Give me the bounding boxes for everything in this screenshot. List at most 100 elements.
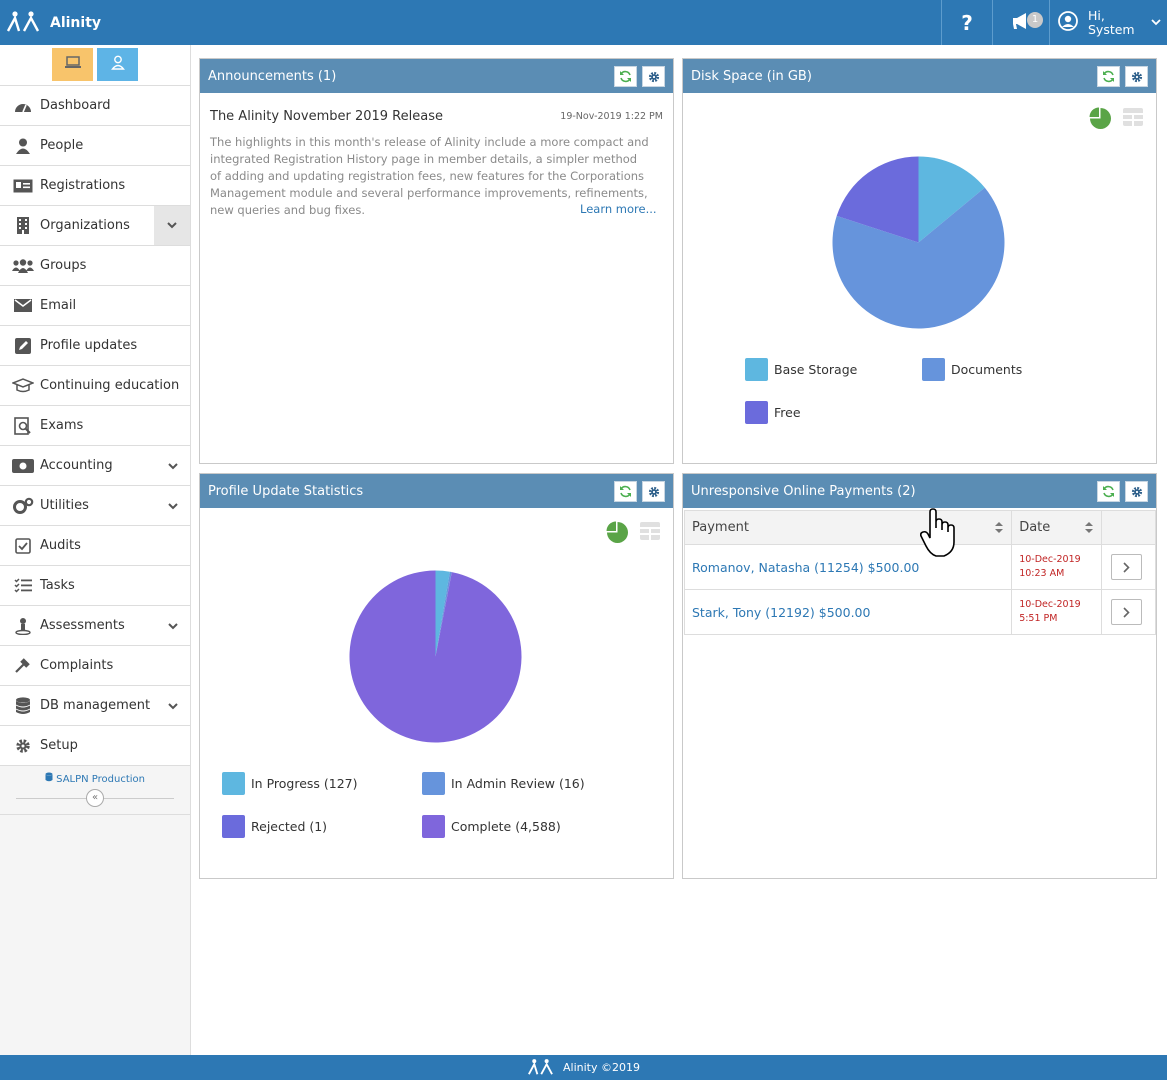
brand[interactable]: Alinity xyxy=(6,10,101,36)
chevron-down-icon[interactable] xyxy=(168,619,178,634)
settings-button[interactable] xyxy=(642,66,665,87)
time-line: 5:51 PM xyxy=(1019,613,1058,624)
dashboard-icon xyxy=(12,99,34,113)
user-mode-button[interactable] xyxy=(97,48,138,81)
column-header-label: Payment xyxy=(692,520,749,535)
column-header-date[interactable]: Date xyxy=(1011,510,1103,545)
open-row-button[interactable] xyxy=(1111,554,1143,580)
collapse-sidebar-button[interactable]: « xyxy=(86,789,104,807)
refresh-button[interactable] xyxy=(614,481,637,502)
chevron-down-icon xyxy=(1150,15,1161,30)
sidebar-item-complaints[interactable]: Complaints xyxy=(0,646,190,686)
sidebar-item-label: Complaints xyxy=(40,658,114,673)
environment-label: SALPN Production xyxy=(0,766,190,785)
table-view-button[interactable] xyxy=(1122,107,1144,134)
time-line: 10:23 AM xyxy=(1019,568,1065,579)
action-cell xyxy=(1101,544,1156,590)
sidebar-item-exams[interactable]: Exams xyxy=(0,406,190,446)
settings-button[interactable] xyxy=(1125,481,1148,502)
users-icon xyxy=(12,258,34,273)
legend-swatch xyxy=(745,358,768,381)
legend-label: Free xyxy=(774,405,801,420)
expand-organizations-button[interactable] xyxy=(154,206,190,245)
pie-slice-in-admin-review xyxy=(435,571,452,657)
sidebar-item-audits[interactable]: Audits xyxy=(0,526,190,566)
sidebar-item-db-management[interactable]: DB management xyxy=(0,686,190,726)
legend-label: Documents xyxy=(951,362,1023,377)
sidebar-item-setup[interactable]: Setup xyxy=(0,726,190,766)
panel-title: Disk Space (in GB) xyxy=(691,68,812,84)
refresh-button[interactable] xyxy=(1097,66,1120,87)
legend-label: Complete (4,588) xyxy=(451,819,561,834)
sidebar-item-organizations[interactable]: Organizations xyxy=(0,206,190,246)
alinity-logo-icon xyxy=(527,1058,557,1078)
legend-label: In Progress (127) xyxy=(251,776,358,791)
sidebar-item-registrations[interactable]: Registrations xyxy=(0,166,190,206)
settings-button[interactable] xyxy=(642,481,665,502)
chevron-down-icon[interactable] xyxy=(168,499,178,514)
pie-chart-view-button[interactable] xyxy=(1089,107,1112,134)
user-circle-icon xyxy=(1058,10,1078,35)
sidebar-item-utilities[interactable]: Utilities xyxy=(0,486,190,526)
sidebar-item-continuing-education[interactable]: Continuing education xyxy=(0,366,190,406)
sidebar-item-dashboard[interactable]: Dashboard xyxy=(0,86,190,126)
sidebar-item-assessments[interactable]: Assessments xyxy=(0,606,190,646)
sidebar-item-email[interactable]: Email xyxy=(0,286,190,326)
tasks-icon xyxy=(12,578,34,593)
sidebar-item-people[interactable]: People xyxy=(0,126,190,166)
gavel-icon xyxy=(12,657,34,675)
sidebar-item-groups[interactable]: Groups xyxy=(0,246,190,286)
sidebar-item-label: Groups xyxy=(40,258,87,273)
notification-badge: 1 xyxy=(1027,12,1043,28)
panel-tools xyxy=(1097,66,1148,87)
pie-chart-view-button[interactable] xyxy=(606,521,629,548)
payment-link[interactable]: Romanov, Natasha (11254) $500.00 xyxy=(692,559,920,575)
chevron-down-icon[interactable] xyxy=(168,699,178,714)
panel-header: Unresponsive Online Payments (2) xyxy=(683,474,1156,508)
panel-tools xyxy=(1097,481,1148,502)
open-row-button[interactable] xyxy=(1111,599,1143,625)
assessment-icon xyxy=(12,617,34,635)
chart-view-toggle xyxy=(606,521,661,548)
refresh-icon xyxy=(1103,70,1114,83)
laptop-mode-button[interactable] xyxy=(52,48,93,81)
gear-icon xyxy=(12,738,34,754)
cogs-icon xyxy=(12,497,34,515)
gear-icon xyxy=(648,71,659,82)
legend-swatch xyxy=(422,772,445,795)
learn-more-link[interactable]: Learn more... xyxy=(580,202,657,216)
sidebar-item-label: People xyxy=(40,138,84,153)
sidebar-item-profile-updates[interactable]: Profile updates xyxy=(0,326,190,366)
legend-item-documents: Documents xyxy=(922,358,1022,381)
environment-name: SALPN Production xyxy=(56,774,146,785)
legend-swatch xyxy=(422,815,445,838)
sidebar-item-label: Utilities xyxy=(40,498,89,513)
column-header-label: Date xyxy=(1019,520,1051,535)
settings-button[interactable] xyxy=(1125,66,1148,87)
legend-item-complete: Complete (4,588) xyxy=(422,815,561,838)
user-menu-button[interactable]: Hi, System xyxy=(1049,0,1167,45)
mode-switch xyxy=(0,45,190,86)
legend-item-in-progress: In Progress (127) xyxy=(222,772,358,795)
pie-slice-rejected xyxy=(435,572,452,657)
panel-tools xyxy=(614,66,665,87)
payment-cell: Romanov, Natasha (11254) $500.00 xyxy=(683,544,1013,590)
person-icon xyxy=(12,138,34,154)
refresh-button[interactable] xyxy=(614,66,637,87)
refresh-button[interactable] xyxy=(1097,481,1120,502)
help-icon: ? xyxy=(961,10,973,35)
sidebar-item-tasks[interactable]: Tasks xyxy=(0,566,190,606)
payments-table: Payment Date Romanov, Natasha (11254) $5… xyxy=(683,510,1156,635)
help-button[interactable]: ? xyxy=(941,0,992,45)
notifications-button[interactable]: 1 xyxy=(992,0,1049,45)
panel-tools xyxy=(614,481,665,502)
payment-link[interactable]: Stark, Tony (12192) $500.00 xyxy=(692,604,871,620)
database-icon xyxy=(45,772,53,782)
column-header-payment[interactable]: Payment xyxy=(683,510,1013,545)
table-view-button[interactable] xyxy=(639,521,661,548)
chevron-right-icon xyxy=(1123,606,1130,618)
chevron-down-icon[interactable] xyxy=(168,459,178,474)
payments-panel: Unresponsive Online Payments (2) Payment… xyxy=(682,473,1157,879)
sort-icon xyxy=(995,522,1004,537)
sidebar-item-accounting[interactable]: Accounting xyxy=(0,446,190,486)
